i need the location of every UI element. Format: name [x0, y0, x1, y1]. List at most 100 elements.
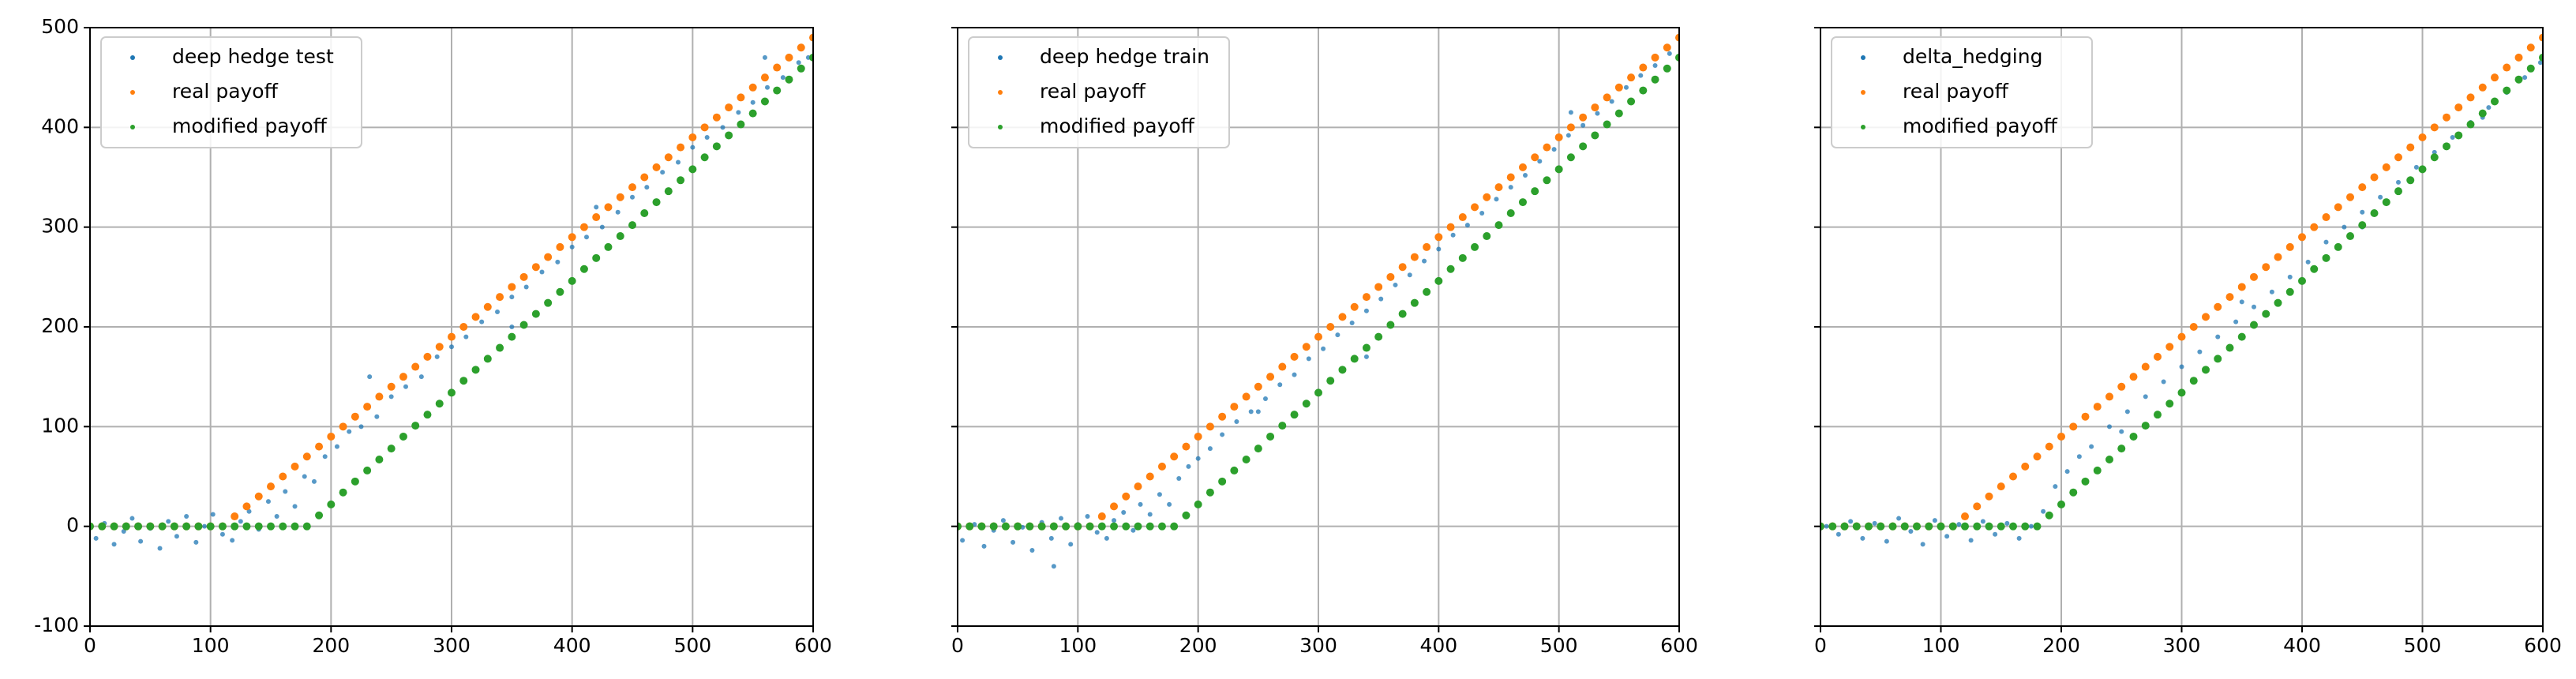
point: [2189, 323, 2198, 331]
x-tick-label: 300: [433, 634, 471, 657]
legend-label: deep hedge train: [1040, 45, 1209, 68]
point: [1176, 476, 1182, 482]
point: [363, 403, 372, 411]
point: [2323, 239, 2329, 245]
point: [302, 474, 307, 479]
point: [1638, 73, 1644, 78]
point: [1961, 512, 1969, 521]
x-tick-label: 300: [2163, 634, 2201, 657]
point: [616, 193, 624, 201]
point: [1639, 63, 1648, 72]
point: [1494, 221, 1503, 230]
point: [1157, 462, 1166, 471]
point: [2443, 142, 2450, 151]
point: [1234, 419, 1239, 425]
point: [375, 456, 384, 464]
point: [1422, 258, 1427, 264]
point: [1134, 522, 1142, 531]
point: [2009, 472, 2017, 481]
point: [1248, 409, 1254, 415]
point: [2250, 321, 2258, 329]
point: [1506, 208, 1515, 217]
x-tick-label: 200: [312, 634, 350, 657]
point: [544, 253, 553, 261]
point: [797, 64, 805, 73]
point: [977, 522, 986, 531]
point: [448, 332, 456, 341]
point: [1049, 522, 1058, 531]
point: [604, 203, 613, 212]
point: [2215, 334, 2221, 340]
point: [146, 522, 155, 531]
point: [322, 454, 328, 460]
x-tick-label: 0: [1814, 634, 1827, 657]
point: [1242, 392, 1251, 401]
point: [1609, 99, 1614, 104]
point: [1266, 432, 1275, 441]
point: [2197, 349, 2203, 355]
point: [555, 259, 561, 264]
point: [2526, 43, 2535, 52]
point: [1074, 522, 1082, 531]
point: [1121, 509, 1127, 515]
point: [2418, 133, 2427, 141]
legend-label: real payoff: [1040, 80, 1146, 103]
point: [279, 472, 287, 481]
point: [483, 302, 492, 311]
point: [302, 452, 311, 461]
point: [2378, 194, 2383, 200]
point: [2057, 500, 2065, 508]
point: [1961, 522, 1969, 531]
point: [1094, 530, 1100, 535]
point: [1973, 522, 1982, 531]
point: [760, 73, 769, 82]
point: [981, 543, 987, 549]
legend-marker: [130, 55, 135, 60]
x-tick-label: 100: [192, 634, 230, 657]
point: [569, 244, 575, 249]
point: [1888, 522, 1897, 531]
point: [677, 143, 685, 152]
point: [1865, 522, 1873, 531]
point: [1374, 332, 1383, 341]
point: [966, 522, 974, 531]
point: [202, 523, 208, 529]
point: [2382, 163, 2390, 171]
legend: deep hedge train real payoff modified payo…: [968, 36, 1230, 148]
point: [459, 323, 468, 331]
point: [265, 499, 271, 505]
point: [1944, 534, 1950, 539]
x-tick-label: 600: [1660, 634, 1698, 657]
point: [1207, 446, 1213, 452]
point: [1386, 272, 1395, 281]
y-tick-label: 500: [41, 15, 79, 38]
point: [2322, 253, 2330, 262]
y-tick-label: 200: [41, 314, 79, 337]
point: [374, 414, 380, 419]
point: [1566, 123, 1575, 132]
point: [2526, 64, 2535, 73]
point: [2119, 429, 2124, 434]
point: [2154, 411, 2162, 419]
point: [351, 477, 359, 486]
point: [2310, 264, 2319, 273]
point: [604, 242, 613, 251]
point: [387, 382, 396, 391]
point: [1157, 492, 1162, 497]
point: [2117, 445, 2126, 453]
point: [157, 546, 163, 551]
point: [2454, 131, 2463, 140]
point: [1374, 283, 1383, 291]
x-tick-label: 0: [84, 634, 96, 657]
point: [479, 319, 485, 324]
point: [690, 144, 696, 150]
point: [1543, 176, 1551, 185]
legend-marker: [998, 55, 1003, 60]
point: [2394, 187, 2402, 196]
point: [1218, 477, 1227, 486]
series: [1820, 53, 2543, 531]
point: [302, 522, 311, 531]
point: [700, 123, 709, 132]
point: [1306, 356, 1311, 362]
